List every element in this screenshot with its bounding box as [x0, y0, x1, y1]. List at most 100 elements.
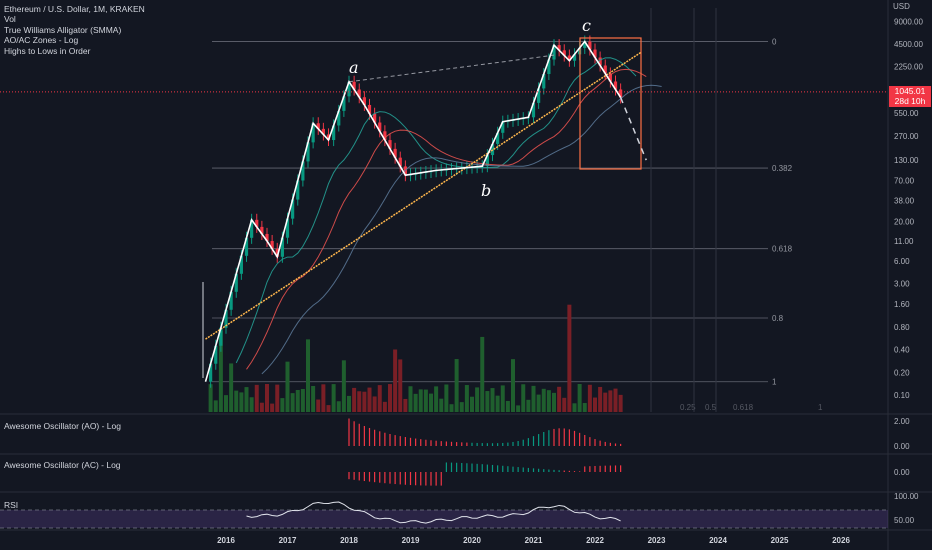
fib-level-label: 0 — [772, 38, 777, 47]
price-tick-label: 2250.00 — [894, 63, 923, 72]
candle-body — [588, 41, 592, 50]
candle-body — [316, 123, 320, 129]
price-tick-label: 0.40 — [894, 346, 910, 355]
price-tick-label: 270.00 — [894, 132, 919, 141]
price-tick-label: 38.00 — [894, 196, 915, 205]
candle-body — [209, 363, 213, 382]
price-tick-label: 4500.00 — [894, 40, 923, 49]
volume-bar — [244, 387, 249, 412]
legend-symbol[interactable]: Ethereum / U.S. Dollar, 1M, KRAKEN — [4, 4, 145, 14]
time-tick-label: 2025 — [771, 536, 789, 545]
time-tick-label: 2023 — [648, 536, 666, 545]
candle-body — [337, 110, 341, 126]
volume-bar — [316, 399, 321, 412]
volume-bar — [306, 339, 310, 412]
time-tick-label: 2021 — [525, 536, 543, 545]
candle-body — [347, 81, 351, 97]
volume-bar — [254, 384, 259, 412]
candle-body — [301, 161, 305, 181]
price-tick-label: 9000.00 — [894, 17, 923, 26]
volume-bar — [234, 390, 239, 412]
candle-body — [572, 54, 577, 61]
candle-body — [352, 81, 356, 90]
price-tick-label: 6.00 — [894, 257, 910, 266]
volume-bar — [218, 330, 223, 412]
ao-histogram — [348, 418, 622, 446]
candle-body — [321, 128, 325, 135]
candle-body — [603, 65, 607, 74]
volume-bar — [505, 400, 510, 412]
rsi-line — [246, 501, 621, 524]
volume-bar — [357, 391, 362, 412]
candle-body — [214, 345, 218, 364]
volume-bar — [557, 386, 562, 412]
chart-legend: Ethereum / U.S. Dollar, 1M, KRAKEN Vol T… — [4, 4, 145, 56]
candle-body — [378, 122, 382, 132]
wave-path[interactable] — [202, 40, 647, 382]
time-tick-label: 2018 — [340, 536, 358, 545]
candle-body — [583, 41, 587, 48]
volume-bar — [567, 304, 572, 412]
volume-bar — [362, 391, 367, 412]
volume-bar — [398, 359, 403, 412]
candle-body — [619, 89, 623, 98]
price-tick-label: 1.60 — [894, 300, 910, 309]
rsi-tick-label: 100.00 — [894, 492, 919, 501]
time-tick-label: 2016 — [217, 536, 235, 545]
volume-bar — [562, 397, 567, 412]
price-axis-unit: USD — [893, 2, 910, 11]
wave-label-a: a — [349, 58, 359, 77]
candle-body — [367, 104, 372, 114]
candle-body — [362, 97, 366, 105]
candle-body — [557, 45, 561, 51]
ao-pane-title[interactable]: Awesome Oscillator (AO) - Log — [4, 421, 121, 431]
candle-body — [537, 88, 541, 103]
fib-levels: 0 0.382 0.618 0.8 1 0.25 0.5 0.618 1 — [212, 8, 823, 412]
candle-body — [280, 237, 284, 257]
legend-vol[interactable]: Vol — [4, 14, 16, 25]
candle-body — [296, 180, 300, 200]
candle-body — [393, 148, 397, 158]
wave-projection — [619, 97, 647, 161]
volume-bar — [541, 388, 546, 412]
volume-bar — [603, 392, 608, 412]
price-tick-label: 3.00 — [894, 280, 910, 289]
volume-bar — [347, 395, 351, 412]
candle-body — [250, 219, 254, 238]
volume-bar — [239, 392, 244, 412]
volume-bar — [285, 361, 290, 412]
volume-bar — [500, 385, 505, 412]
price-tick-label: 11.00 — [894, 237, 914, 246]
volume-bar — [265, 384, 269, 412]
volume-bar — [470, 396, 474, 412]
legend-highs[interactable]: Highs to Lows in Order — [4, 45, 91, 56]
legend-zones[interactable]: AO/AC Zones - Log — [4, 35, 79, 46]
volume-bar — [546, 390, 551, 412]
volume-bar — [280, 398, 285, 412]
candle-body — [398, 157, 402, 167]
candle-body — [219, 327, 223, 346]
wave-label-c: c — [582, 16, 591, 35]
candle-body — [552, 45, 556, 60]
volume-bar — [388, 384, 392, 412]
volume-bar — [459, 402, 464, 412]
candle-body — [332, 125, 336, 141]
volume-bar — [382, 401, 387, 412]
candle-body — [326, 134, 331, 141]
candle-body — [373, 113, 377, 123]
volume-bar — [311, 385, 316, 412]
volume-bars — [208, 304, 623, 412]
candle-body — [244, 237, 249, 256]
volume-bar — [408, 386, 413, 412]
volume-bar — [608, 390, 613, 412]
volume-bar — [572, 403, 577, 412]
rsi-pane-title[interactable]: RSI — [4, 500, 19, 510]
volume-bar — [444, 384, 449, 412]
axes-labels: USD9000.004500.002250.001100.00550.00270… — [217, 2, 923, 545]
ac-pane-title[interactable]: Awesome Oscillator (AC) - Log — [4, 460, 121, 470]
candle-body — [608, 73, 612, 82]
legend-alligator[interactable]: True Williams Alligator (SMMA) — [4, 24, 122, 35]
candle-body — [593, 49, 597, 58]
